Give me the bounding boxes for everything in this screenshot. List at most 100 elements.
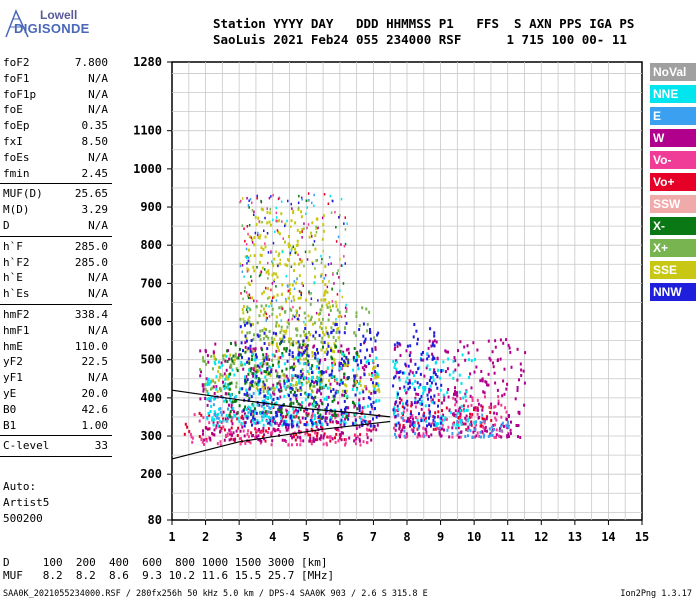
echo-point-nnw: [360, 421, 363, 424]
echo-point-nne: [333, 408, 336, 412]
echo-point-nnw: [376, 364, 379, 368]
echo-point-sse: [296, 382, 298, 386]
echo-point-x: [227, 392, 230, 396]
echo-point-w: [371, 372, 373, 375]
echo-point-sse: [264, 235, 267, 239]
echo-point-x: [271, 307, 274, 311]
echo-point-w: [401, 428, 404, 432]
echo-point-vo: [291, 443, 293, 447]
echo-point-sparse: [314, 267, 316, 270]
echo-point-x: [255, 305, 258, 309]
echo-point-nne: [326, 386, 329, 390]
echo-point-nne: [303, 376, 306, 380]
echo-point-vo: [478, 434, 481, 438]
echo-point-w: [293, 362, 295, 366]
echo-point-sse: [307, 314, 310, 318]
echo-point-x: [245, 380, 248, 384]
echo-point-nne: [424, 404, 427, 408]
param-value: 2.45: [81, 166, 109, 180]
echo-point-vo: [469, 412, 472, 416]
echo-point-vo: [359, 443, 362, 447]
echo-point-w: [460, 430, 463, 434]
echo-point-sse: [322, 341, 325, 345]
echo-point-vo: [500, 415, 503, 419]
echo-point-x: [231, 359, 234, 363]
echo-point-nne: [452, 423, 455, 427]
echo-point-sse: [295, 381, 298, 384]
echo-point-x: [281, 337, 284, 341]
echo-point-vo: [314, 431, 317, 435]
echo-point-sse: [300, 215, 303, 219]
echo-point-x: [236, 411, 239, 415]
echo-point-w: [516, 389, 519, 392]
echo-point-nne: [342, 420, 345, 424]
echo-point-nnw: [343, 399, 346, 403]
echo-point-x: [335, 345, 338, 349]
echo-point-sparse: [344, 216, 346, 219]
echo-point-x: [255, 370, 258, 374]
echo-point-sse: [378, 388, 380, 392]
echo-point-nnw: [410, 412, 412, 416]
echo-point-x: [214, 357, 217, 361]
echo-point-x: [319, 381, 322, 385]
echo-point-sse: [323, 333, 326, 337]
echo-point-nnw: [244, 421, 247, 425]
echo-point-w: [411, 371, 414, 375]
echo-point-w: [312, 436, 315, 440]
y-tick-label: 500: [140, 353, 162, 367]
echo-point-e: [261, 415, 264, 419]
echo-point-nne: [313, 417, 316, 421]
echo-point-sse: [257, 216, 260, 220]
echo-point-vo: [476, 406, 479, 410]
echo-point-w: [199, 397, 202, 401]
echo-point-x: [267, 372, 270, 376]
echo-point-vo: [457, 416, 460, 420]
echo-point-vo: [329, 439, 332, 443]
echo-point-nnw: [248, 387, 251, 391]
echo-point-nnw: [426, 382, 429, 385]
echo-point-nnw: [364, 356, 367, 360]
echo-point-nnw: [250, 380, 253, 384]
echo-point-vo: [437, 410, 440, 414]
echo-point-x: [231, 400, 234, 404]
echo-point-w: [199, 374, 202, 378]
echo-point-sse: [324, 265, 327, 268]
echo-point-nne: [217, 424, 220, 428]
legend-item-noval: NoVal: [650, 63, 696, 81]
echo-point-w: [337, 401, 340, 405]
echo-point-x: [245, 393, 248, 397]
echo-point-nne: [418, 366, 421, 370]
param-value: N/A: [88, 87, 108, 101]
echo-point-x: [233, 400, 236, 403]
echo-point-sparse: [272, 194, 274, 197]
echo-point-sse: [287, 296, 290, 300]
echo-point-sse: [322, 223, 325, 227]
echo-point-w: [286, 409, 289, 413]
echo-point-x: [321, 317, 324, 321]
echo-point-x: [270, 336, 273, 340]
echo-point-vo: [432, 427, 435, 431]
echo-point-nnw: [258, 379, 261, 383]
echo-point-w: [394, 428, 397, 432]
echo-point-vo: [198, 435, 201, 438]
echo-point-w: [368, 354, 371, 358]
echo-point-nne: [367, 359, 370, 363]
echo-point-sparse: [323, 277, 326, 280]
echo-point-x: [356, 407, 359, 411]
echo-point-nne: [296, 411, 298, 415]
echo-point-w: [467, 351, 470, 355]
echo-point-vo: [453, 421, 455, 425]
echo-point-nne: [316, 365, 318, 369]
echo-point-nne: [474, 422, 476, 426]
echo-point-w: [464, 416, 467, 420]
x-tick-label: 13: [568, 530, 582, 544]
echo-point-sse: [286, 320, 289, 324]
echo-point-sse: [292, 384, 295, 388]
echo-point-nne: [310, 377, 313, 381]
echo-point-nne: [227, 375, 230, 379]
echo-point-sparse: [315, 231, 318, 234]
echo-point-nnw: [335, 323, 338, 326]
echo-point-sse: [333, 359, 336, 363]
echo-point-vo: [462, 404, 465, 408]
echo-point-w: [503, 392, 506, 396]
